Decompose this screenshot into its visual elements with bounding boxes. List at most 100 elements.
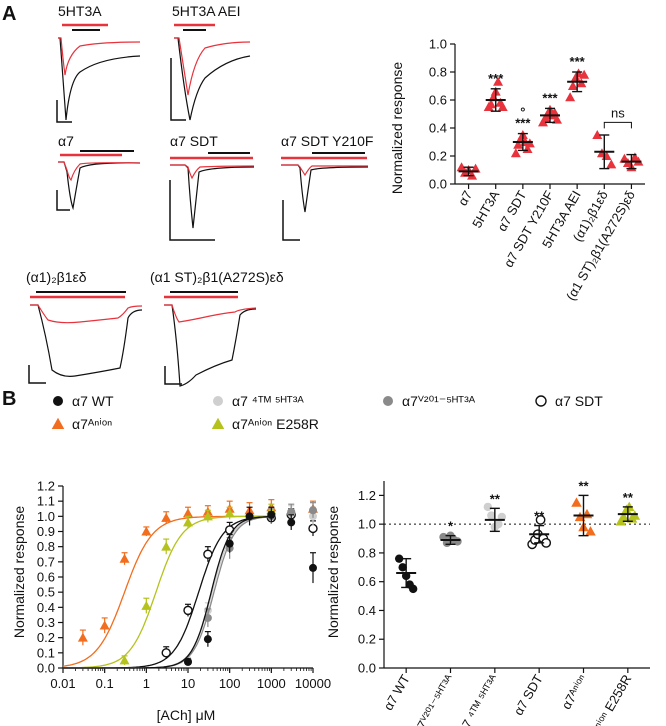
legend-label: α7 ⁴ᵀᴹ ⁵ᴴᵀ³ᴬ — [232, 393, 304, 409]
trace-a1st-b1a272s-ed: (α1 ST)₂β1(A272S)εδ — [150, 269, 284, 387]
data-point — [493, 76, 504, 86]
data-point — [470, 163, 481, 173]
chart-c-normalized-response: Normalized response 0.0 0.2 0.4 0.6 0.8 1.0 1.… — [325, 478, 650, 726]
scale-bar — [282, 200, 300, 241]
scale-bar — [56, 100, 72, 123]
data-point — [119, 655, 130, 665]
trace-red — [174, 37, 251, 96]
data-point — [552, 114, 562, 124]
x-tick-label: α7 — [455, 188, 475, 208]
scale-bar — [170, 58, 186, 121]
trace-black — [58, 161, 141, 211]
data-point — [119, 553, 130, 563]
y-tick-label: 0.0 — [37, 661, 55, 676]
y-tick-label: 1.0 — [358, 517, 376, 532]
data-point — [606, 159, 617, 169]
data-point — [494, 519, 503, 529]
x-tick-label: 100 — [219, 676, 241, 691]
data-point — [224, 508, 235, 518]
y-tick-label: 0.8 — [37, 539, 55, 554]
data-point — [549, 107, 560, 117]
trace-a7-sdt: α7 SDT — [169, 133, 255, 241]
significance-label: ** — [623, 490, 634, 505]
fit-curve — [63, 515, 272, 669]
trace-red — [281, 164, 368, 177]
data-point — [161, 541, 172, 551]
data-point — [267, 510, 276, 519]
chart-a-normalized-response: Normalized response 0.0 0.2 0.4 0.6 0.8 1.0 α7… — [389, 37, 645, 303]
trace-a7-sdt-y210f: α7 SDT Y210F — [281, 133, 373, 241]
data-point — [77, 632, 88, 642]
trace-a7: α7 — [56, 133, 141, 211]
trace-black — [174, 37, 251, 121]
trace-black — [164, 304, 257, 387]
trace-black — [58, 37, 141, 121]
data-point — [141, 600, 152, 610]
legend-label: α7 WT — [72, 393, 114, 409]
y-tick-label: 0.3 — [37, 615, 55, 630]
x-tick-label: 10000 — [295, 676, 331, 691]
legend-item: α7 WT — [53, 393, 114, 409]
y-axis-label: Normalized response — [325, 506, 341, 638]
trace-label: 5HT3A — [58, 3, 102, 19]
significance-label: *** — [570, 54, 586, 69]
x-tick-label: α7 SDT — [511, 672, 546, 718]
significance-label: *** — [542, 90, 558, 105]
data-point — [309, 506, 317, 515]
data-point — [184, 657, 192, 666]
data-point — [225, 539, 234, 548]
y-tick-label: 0.2 — [37, 630, 55, 645]
data-point — [487, 511, 496, 520]
data-point — [571, 497, 582, 507]
data-point — [141, 526, 152, 536]
significance-label: * — [448, 519, 454, 534]
data-point — [183, 605, 193, 616]
data-point — [287, 507, 296, 516]
trace-a1-b1ed: (α1)₂β1εδ — [26, 269, 143, 384]
data-point — [535, 395, 547, 407]
legend-label: α7ⱽ²⁰¹⁻⁵ᴴᵀ³ᴬ — [402, 393, 476, 409]
ns-bracket — [603, 121, 632, 129]
data-point — [51, 417, 65, 429]
y-tick-label: 1.2 — [37, 479, 55, 494]
trace-black — [170, 164, 255, 229]
data-point — [53, 396, 63, 406]
y-tick-label: 0.4 — [37, 600, 55, 615]
x-tick-label: 0.01 — [50, 676, 75, 691]
y-tick-label: 1.0 — [37, 509, 55, 524]
legend: α7 WT α7 ⁴ᵀᴹ ⁵ᴴᵀ³ᴬ α7ⱽ²⁰¹⁻⁵ᴴᵀ³ᴬ α7 SDT α7ᴬⁿⁱ… — [51, 393, 603, 432]
y-axis-label: Normalized response — [11, 506, 27, 638]
ns-label: ns — [611, 105, 625, 120]
data-point — [579, 69, 590, 79]
y-tick-label: 0.8 — [429, 65, 447, 80]
y-tick-label: 0.9 — [37, 524, 55, 539]
y-tick-label: 0.6 — [429, 93, 447, 108]
y-tick-label: 0.2 — [358, 632, 376, 647]
x-tick-label: α7ⱽ²⁰¹⁻⁵ᴴᵀ³ᴬ — [410, 672, 457, 726]
trace-label: (α1 ST)₂β1(A272S)εδ — [150, 269, 284, 285]
y-tick-label: 0.0 — [429, 177, 447, 192]
data-point — [585, 526, 596, 536]
legend-label: α7ᴬⁿⁱᵒⁿ — [72, 416, 112, 432]
data-point — [618, 511, 629, 522]
x-tick-label: 1 — [143, 676, 150, 691]
data-point — [203, 549, 213, 559]
significance-label: *** — [488, 71, 504, 86]
y-axis-label: Normalized response — [389, 62, 405, 194]
y-tick-label: 0.6 — [358, 574, 376, 589]
trace-black — [30, 304, 143, 377]
significance-label: ° — [520, 105, 525, 120]
legend-item: α7ⱽ²⁰¹⁻⁵ᴴᵀ³ᴬ — [383, 393, 476, 409]
data-point — [308, 523, 318, 534]
data-point — [497, 102, 508, 111]
scale-bar — [56, 190, 70, 211]
y-tick-label: 0.4 — [358, 603, 376, 618]
legend-item: α7ᴬⁿⁱᵒⁿ E258R — [211, 416, 319, 432]
legend-item: α7 ⁴ᵀᴹ ⁵ᴴᵀ³ᴬ — [213, 393, 304, 409]
y-tick-label: 0.0 — [358, 661, 376, 676]
y-tick-label: 0.2 — [429, 149, 447, 164]
data-point — [99, 620, 110, 630]
x-tick-label: 10 — [181, 676, 195, 691]
x-axis-label: [ACh] μM — [157, 707, 216, 723]
